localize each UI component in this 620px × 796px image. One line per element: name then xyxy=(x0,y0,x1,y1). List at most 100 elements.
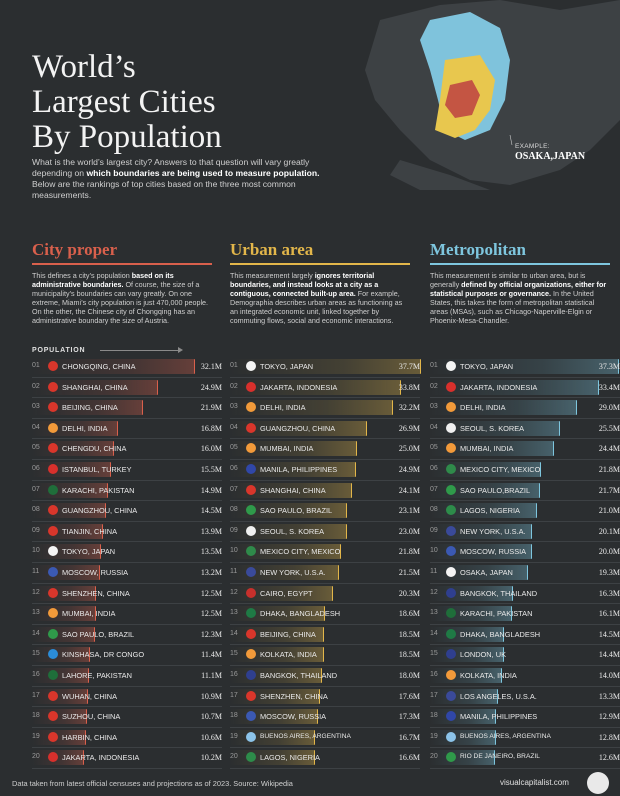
rank-number: 10 xyxy=(230,547,238,555)
city-name: JAKARTA, INDONESIA xyxy=(260,382,338,392)
japan-flag-icon xyxy=(446,361,456,371)
table-row: 07 SAO PAULO,BRAZIL 21.7M xyxy=(430,481,620,502)
rank-number: 05 xyxy=(32,444,40,452)
population-value: 21.8M xyxy=(398,547,420,557)
table-row: 11 MOSCOW, RUSSIA 13.2M xyxy=(32,563,222,584)
usa-flag-icon xyxy=(446,525,456,536)
population-value: 21.0M xyxy=(598,506,620,516)
population-bar xyxy=(230,503,348,519)
india-flag-icon xyxy=(246,443,256,454)
turkey-flag-icon xyxy=(48,464,58,474)
population-value: 12.5M xyxy=(200,609,222,619)
population-value: 10.9M xyxy=(200,691,222,701)
rank-number: 20 xyxy=(230,753,238,761)
map-example-city: OSAKA,JAPAN xyxy=(515,151,586,162)
rank-number: 19 xyxy=(32,732,40,740)
city-name: LAHORE, PAKISTAN xyxy=(62,671,132,680)
table-row: 06 MANILA, PHILIPPINES 24.9M xyxy=(230,460,420,481)
table-row: 05 MUMBAI, INDIA 24.4M xyxy=(430,439,620,460)
table-row: 06 MEXICO CITY, MEXICO 21.8M xyxy=(430,460,620,481)
indonesia-flag-icon xyxy=(48,752,58,763)
bar-track xyxy=(32,623,222,625)
column-rule xyxy=(32,263,212,265)
table-row: 20 JAKARTA, INDONESIA 10.2M xyxy=(32,748,222,769)
rank-number: 14 xyxy=(430,629,438,637)
population-value: 32.1M xyxy=(200,362,222,371)
bar-track xyxy=(230,561,420,563)
bar-track xyxy=(32,726,222,728)
population-value: 15.5M xyxy=(200,465,222,474)
city-name: SUZHOU, CHINA xyxy=(62,712,121,722)
population-value: 16.7M xyxy=(398,732,420,742)
bar-track xyxy=(32,397,222,399)
bar-track xyxy=(430,417,620,419)
city-name: MOSCOW, RUSSIA xyxy=(62,568,129,577)
city-name: SAO PAULO, BRAZIL xyxy=(62,629,135,639)
population-value: 21.8M xyxy=(598,465,620,474)
column-heading-metropolitan: Metropolitan xyxy=(430,240,527,259)
china-flag-icon xyxy=(246,422,256,433)
table-row: 08 LAGOS, NIGERIA 21.0M xyxy=(430,501,620,522)
rank-number: 02 xyxy=(430,382,438,390)
city-name: MUMBAI, INDIA xyxy=(260,444,314,454)
city-name: MEXICO CITY, MEXICO xyxy=(260,547,341,557)
desc-text-end: For example, Demographia describes urban… xyxy=(230,289,403,325)
population-value: 24.4M xyxy=(598,444,620,454)
title-line-3: By Population xyxy=(32,119,222,155)
column-description: This defines a city’s population based o… xyxy=(32,271,212,345)
column-metropolitan: Metropolitan This measurement is similar… xyxy=(430,240,610,345)
city-name: SEOUL, S. KOREA xyxy=(260,526,325,536)
column-description: This measurement is similar to urban are… xyxy=(430,271,610,345)
population-value: 17.6M xyxy=(398,691,420,701)
bangladesh-flag-icon xyxy=(246,608,256,619)
bar-track xyxy=(430,500,620,502)
table-row: 05 CHENGDU, CHINA 16.0M xyxy=(32,439,222,460)
city-name: BEIJING, CHINA xyxy=(260,629,316,639)
population-value: 11.4M xyxy=(201,650,222,660)
table-row: 13 MUMBAI, INDIA 12.5M xyxy=(32,604,222,625)
population-value: 12.8M xyxy=(598,732,620,742)
bar-track xyxy=(430,438,620,440)
bar-track xyxy=(230,623,420,625)
population-value: 24.9M xyxy=(398,465,420,474)
table-row: 13 KARACHI, PAKISTAN 16.1M xyxy=(430,604,620,625)
bar-track xyxy=(430,685,620,687)
table-row: 01 TOKYO, JAPAN 37.7M xyxy=(230,357,421,378)
table-row: 01 TOKYO, JAPAN 37.3M xyxy=(430,357,620,378)
table-row: 04 SEOUL, S. KOREA 25.5M xyxy=(430,419,620,440)
table-row: 12 SHENZHEN, CHINA 12.5M xyxy=(32,584,222,605)
population-bar xyxy=(430,523,533,539)
city-name: SAO PAULO, BRAZIL xyxy=(260,506,333,516)
city-name: SHANGHAI, CHINA xyxy=(260,485,326,495)
population-bar xyxy=(32,400,144,416)
population-value: 29.0M xyxy=(598,403,620,413)
rank-number: 05 xyxy=(430,444,438,452)
city-name: KARACHI, PAKISTAN xyxy=(460,609,533,619)
india-flag-icon xyxy=(446,670,456,680)
bar-track xyxy=(430,767,620,769)
bar-track xyxy=(230,520,420,522)
city-name: BUENOS AIRES, ARGENTINA xyxy=(260,732,351,740)
bar-track xyxy=(32,458,222,460)
rank-number: 07 xyxy=(32,485,40,493)
column-rule xyxy=(230,263,410,265)
bar-track xyxy=(230,747,420,749)
visual-capitalist-logo-icon[interactable] xyxy=(587,772,609,794)
rank-number: 06 xyxy=(430,465,438,472)
rank-number: 08 xyxy=(32,506,40,514)
population-bar xyxy=(32,688,88,704)
population-value: 11.1M xyxy=(201,671,222,680)
china-flag-icon xyxy=(48,381,58,392)
pakistan-flag-icon xyxy=(446,608,456,619)
population-value: 20.1M xyxy=(598,526,620,536)
china-flag-icon xyxy=(48,587,58,598)
population-value: 26.9M xyxy=(398,423,420,433)
city-name: CHENGDU, CHINA xyxy=(62,444,127,454)
table-row: 04 GUANGZHOU, CHINA 26.9M xyxy=(230,419,420,440)
city-name: MEXICO CITY, MEXICO xyxy=(460,465,541,474)
population-bar xyxy=(230,544,341,560)
bar-track xyxy=(32,438,222,440)
rank-number: 15 xyxy=(430,650,438,658)
footer-brand[interactable]: visualcapitalist.com xyxy=(500,778,569,787)
bar-track xyxy=(32,706,222,708)
